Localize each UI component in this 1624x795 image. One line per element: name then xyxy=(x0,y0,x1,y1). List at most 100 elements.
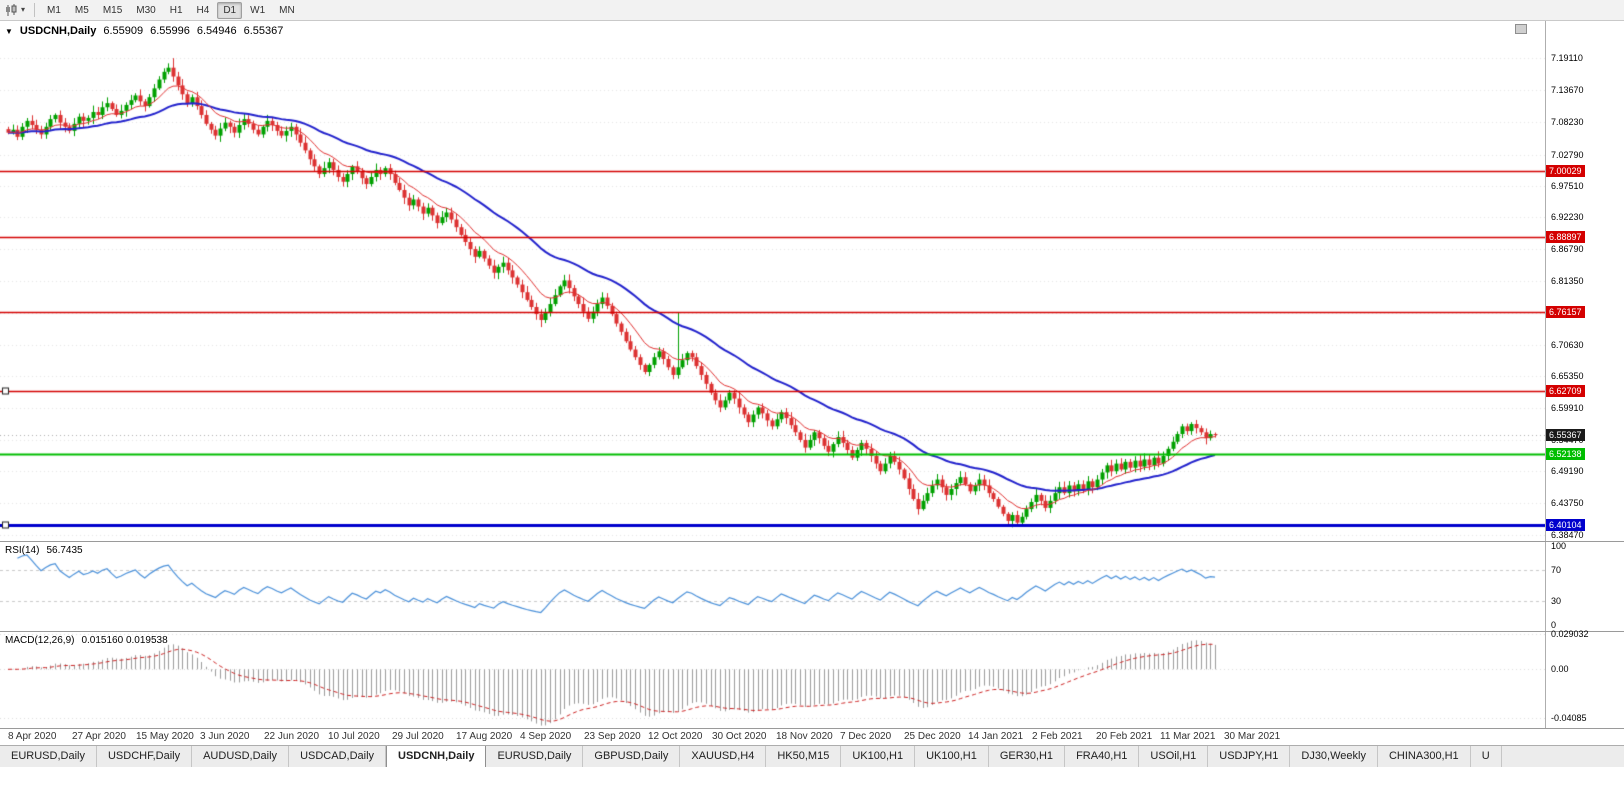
macd-values: 0.015160 0.019538 xyxy=(81,635,168,646)
timeframe-button-m15[interactable]: M15 xyxy=(97,2,128,19)
chart-tabs-bar: EURUSD,Daily USDCHF,Daily AUDUSD,Daily USDC… xyxy=(0,745,1624,767)
toolbar: ▾ M1 M5 M15 M30 H1 H4 D1 W1 MN xyxy=(0,0,1624,21)
chart-tab-eurusd-daily[interactable]: EURUSD,Daily xyxy=(486,746,584,767)
macd-header: MACD(12,26,9) 0.015160 0.019538 xyxy=(5,635,168,646)
macd-tick-label: 0.029032 xyxy=(1551,629,1589,640)
rsi-tick-label: 70 xyxy=(1551,564,1562,575)
date-label: 15 May 2020 xyxy=(136,731,194,742)
price-axis[interactable]: 7.19110 7.13670 7.08230 7.02790 6.97510 6.922… xyxy=(1545,21,1624,541)
price-level-badge: 7.00029 xyxy=(1546,164,1585,177)
rsi-value: 56.7435 xyxy=(46,545,83,556)
ohlc-high: 6.55996 xyxy=(150,25,190,37)
chart-tab-usdjpy-h1[interactable]: USDJPY,H1 xyxy=(1208,746,1291,767)
date-label: 7 Dec 2020 xyxy=(840,731,892,742)
price-tick-label: 6.81350 xyxy=(1551,276,1584,287)
chart-shift-marker[interactable] xyxy=(1515,24,1527,34)
price-tick-label: 6.43750 xyxy=(1551,498,1584,509)
macd-tick-label: 0.00 xyxy=(1551,664,1569,675)
rsi-title: RSI(14) xyxy=(5,545,40,556)
ohlc-close: 6.55367 xyxy=(243,25,284,37)
rsi-axis: 100 70 30 0 xyxy=(1545,541,1624,631)
chart-tab-hk50-m15[interactable]: HK50,M15 xyxy=(766,746,842,767)
price-tick-label: 6.65350 xyxy=(1551,370,1584,381)
timeframe-button-h4[interactable]: H4 xyxy=(191,2,216,19)
date-label: 17 Aug 2020 xyxy=(456,731,513,742)
chart-tab-fra40-h1[interactable]: FRA40,H1 xyxy=(1065,746,1140,767)
price-tick-label: 7.19110 xyxy=(1551,53,1583,64)
macd-axis: 0.029032 0.00 -0.04085 xyxy=(1545,629,1624,728)
date-label: 8 Apr 2020 xyxy=(8,731,57,742)
current-price-badge: 6.55367 xyxy=(1546,428,1585,441)
macd-title: MACD(12,26,9) xyxy=(5,635,75,646)
price-level-badge: 6.40104 xyxy=(1546,519,1585,532)
price-level-badge: 6.62709 xyxy=(1546,385,1585,398)
chart-tab-eurusd-daily[interactable]: EURUSD,Daily xyxy=(0,746,97,767)
price-tick-label: 6.70630 xyxy=(1551,339,1584,350)
date-label: 10 Jul 2020 xyxy=(328,731,380,742)
date-label: 3 Jun 2020 xyxy=(200,731,250,742)
ohlc-low: 6.54946 xyxy=(196,25,237,37)
chart-type-group: ▾ xyxy=(4,3,26,17)
chart-tab-xauusd-h4[interactable]: XAUUSD,H4 xyxy=(680,746,767,767)
chart-tab-u[interactable]: U xyxy=(1471,746,1502,767)
date-label: 30 Oct 2020 xyxy=(712,731,767,742)
price-tick-label: 6.86790 xyxy=(1551,244,1584,255)
price-tick-label: 6.38470 xyxy=(1551,529,1584,540)
date-label: 25 Dec 2020 xyxy=(904,731,961,742)
candlestick-chart-icon[interactable] xyxy=(4,3,19,17)
symbol-label: USDCNH,Daily xyxy=(19,25,97,37)
price-tick-label: 7.13670 xyxy=(1551,85,1584,96)
chart-title: ▼ USDCNH,Daily 6.55909 6.55996 6.54946 6… xyxy=(5,25,283,37)
price-tick-label: 6.92230 xyxy=(1551,212,1584,222)
price-tick-label: 7.02790 xyxy=(1551,149,1584,160)
date-label: 18 Nov 2020 xyxy=(776,731,833,742)
timeframe-toolbar: M1 M5 M15 M30 H1 H4 D1 W1 MN xyxy=(41,1,301,19)
price-level-badge: 6.76157 xyxy=(1546,305,1585,318)
chart-tab-dj30-weekly[interactable]: DJ30,Weekly xyxy=(1290,746,1378,767)
chart-tab-uk100-h1[interactable]: UK100,H1 xyxy=(841,746,916,767)
timeframe-button-m1[interactable]: M1 xyxy=(41,2,67,19)
ohlc-open: 6.55909 xyxy=(103,25,144,37)
macd-tick-label: -0.04085 xyxy=(1551,713,1587,724)
price-tick-label: 6.97510 xyxy=(1551,180,1584,191)
chart-tab-usdchf-daily[interactable]: USDCHF,Daily xyxy=(97,746,193,767)
chevron-down-icon[interactable]: ▾ xyxy=(21,5,26,14)
price-tick-label: 7.08230 xyxy=(1551,117,1584,128)
date-label: 20 Feb 2021 xyxy=(1096,731,1153,742)
rsi-tick-label: 30 xyxy=(1551,596,1562,607)
macd-canvas[interactable] xyxy=(0,632,1545,728)
chart-tab-usdcad-daily[interactable]: USDCAD,Daily xyxy=(289,746,387,767)
rsi-pane: 100 70 30 0 RSI(14) 56.7435 xyxy=(0,541,1624,632)
rsi-canvas[interactable] xyxy=(0,542,1545,631)
chart-tab-china300-h1[interactable]: CHINA300,H1 xyxy=(1378,746,1471,767)
price-tick-label: 6.49190 xyxy=(1551,466,1584,477)
chart-tab-gbpusd-daily[interactable]: GBPUSD,Daily xyxy=(583,746,681,767)
timeframe-button-mn[interactable]: MN xyxy=(273,2,301,19)
timeframe-button-d1[interactable]: D1 xyxy=(217,1,243,19)
price-level-badge: 6.52138 xyxy=(1546,447,1585,460)
timeframe-button-w1[interactable]: W1 xyxy=(244,2,271,19)
time-axis[interactable]: 8 Apr 2020 27 Apr 2020 15 May 2020 3 Jun 20… xyxy=(0,729,1545,745)
timeframe-button-m5[interactable]: M5 xyxy=(69,2,95,19)
chart-tab-uk100-h1[interactable]: UK100,H1 xyxy=(915,746,989,767)
timeframe-button-h1[interactable]: H1 xyxy=(164,2,189,19)
chart-tab-usdcnh-daily[interactable]: USDCNH,Daily xyxy=(386,746,487,767)
rsi-tick-label: 100 xyxy=(1551,541,1567,551)
price-chart-canvas[interactable] xyxy=(0,21,1545,541)
date-label: 14 Jan 2021 xyxy=(968,731,1024,742)
collapse-triangle-icon[interactable]: ▼ xyxy=(5,26,13,36)
timeframe-button-m30[interactable]: M30 xyxy=(130,2,161,19)
date-label: 11 Mar 2021 xyxy=(1160,731,1216,742)
chart-tab-usoil-h1[interactable]: USOil,H1 xyxy=(1139,746,1209,767)
date-label: 2 Feb 2021 xyxy=(1032,731,1083,742)
date-label: 27 Apr 2020 xyxy=(72,731,126,742)
date-label: 12 Oct 2020 xyxy=(648,731,703,742)
chart-tab-audusd-daily[interactable]: AUDUSD,Daily xyxy=(192,746,290,767)
chart-tab-ger30-h1[interactable]: GER30,H1 xyxy=(989,746,1066,767)
date-label: 30 Mar 2021 xyxy=(1224,731,1281,742)
price-tick-label: 6.59910 xyxy=(1551,402,1584,413)
date-label: 29 Jul 2020 xyxy=(392,731,444,742)
toolbar-separator xyxy=(34,3,36,17)
price-chart-pane: 7.19110 7.13670 7.08230 7.02790 6.97510 6.922… xyxy=(0,21,1624,542)
